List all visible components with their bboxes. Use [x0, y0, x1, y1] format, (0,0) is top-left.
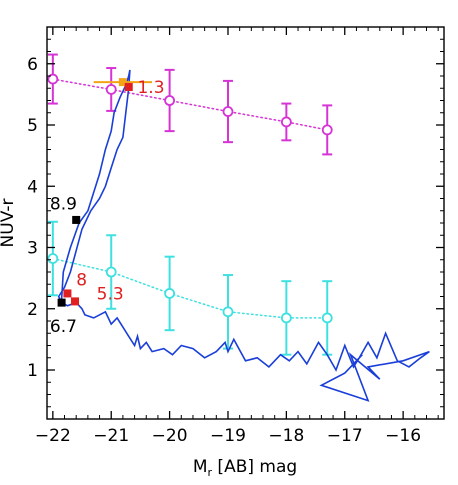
series-2-line [57, 69, 430, 402]
x-tick-label: −17 [327, 426, 363, 446]
x-tick-label: −21 [93, 426, 129, 446]
series-1-point [280, 312, 292, 324]
marker-1 [124, 83, 133, 92]
series-0-point [105, 84, 117, 95]
series-0-point [164, 95, 176, 106]
annotation-4: 6.7 [50, 317, 77, 337]
annotation-2: 8 [76, 270, 87, 290]
x-tick-label: −20 [152, 426, 188, 446]
x-axis-label-sub: r [208, 466, 213, 479]
marker-3 [57, 298, 66, 307]
marker-2 [72, 215, 81, 224]
y-tick-label: 6 [27, 55, 38, 75]
axes-layer: −22 −21 −20 −19 −18 −17 −16 1 2 3 4 5 6 [27, 27, 444, 446]
annotation-3: 5.3 [97, 285, 124, 305]
series-1-point [47, 253, 59, 264]
series-1-line [52, 257, 328, 319]
x-tick-label: −19 [210, 426, 246, 446]
series-0-point [222, 106, 234, 117]
y-tick-label: 1 [27, 361, 38, 381]
x-axis-label-rest: [AB] mag [212, 457, 297, 477]
marker-5 [71, 297, 80, 306]
series-1-point [321, 312, 333, 324]
annotation-1: 8.9 [50, 195, 77, 215]
y-tick-label: 3 [27, 239, 38, 259]
y-tick-label: 2 [27, 300, 38, 320]
series-0-point [321, 124, 333, 136]
series-1-point [222, 306, 234, 318]
x-tick-label: −16 [385, 426, 421, 446]
x-axis-label: Mr [AB] mag [193, 457, 297, 479]
y-tick-label: 4 [27, 177, 38, 197]
x-tick-label: −22 [35, 426, 71, 446]
marker-0 [118, 78, 127, 87]
marker-4 [63, 289, 72, 298]
series-1-point [164, 288, 176, 299]
series-1-point [105, 266, 117, 278]
x-axis-label-main: M [193, 457, 208, 477]
annotation-0: 1.3 [137, 78, 164, 98]
y-tick-label: 5 [27, 116, 38, 136]
y-axis-label: NUV-r [0, 199, 18, 248]
data-layer: 1.3 8.9 8 5.3 6.7 [47, 53, 430, 402]
series-0-line [52, 78, 328, 131]
series-0-point [47, 73, 59, 85]
series-0-point [280, 116, 292, 128]
x-tick-label: −18 [268, 426, 304, 446]
